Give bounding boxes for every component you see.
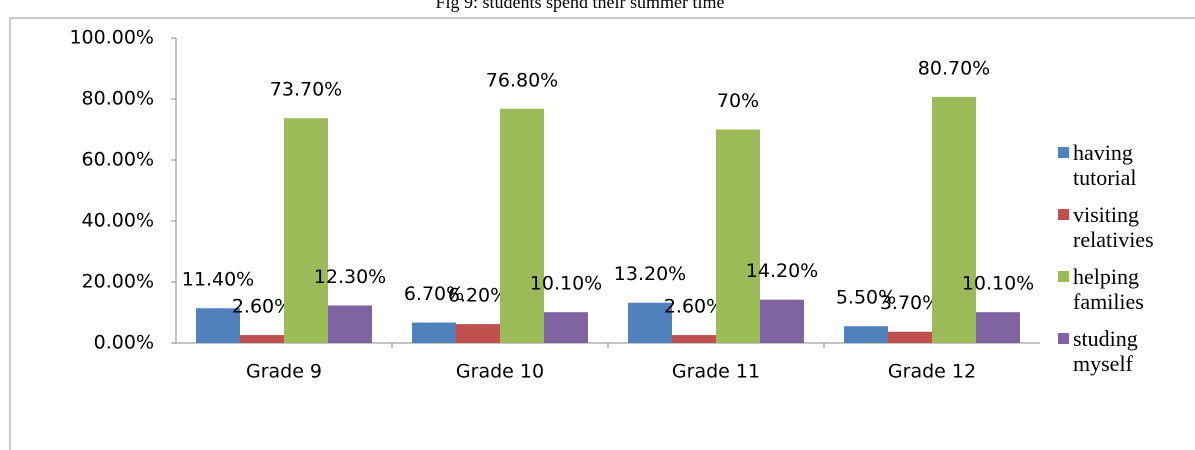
legend-item: visiting relativies	[1058, 202, 1188, 252]
legend-label: helping families	[1073, 264, 1144, 314]
value-label: 12.30%	[314, 266, 386, 288]
y-tick-label: 100.00%	[69, 27, 154, 49]
legend-swatch	[1058, 147, 1069, 158]
bar	[976, 312, 1020, 343]
value-label: 11.40%	[182, 269, 254, 291]
bar	[328, 305, 372, 343]
value-label: 5.50%	[836, 287, 896, 309]
value-label: 13.20%	[614, 263, 686, 285]
x-tick-label: Grade 12	[888, 361, 976, 383]
y-tick-label: 40.00%	[82, 210, 154, 232]
x-tick-label: Grade 11	[672, 361, 760, 383]
legend-swatch	[1058, 209, 1069, 220]
y-tick-label: 0.00%	[94, 332, 154, 354]
legend-item: helping families	[1058, 264, 1188, 314]
value-label: 6.20%	[448, 285, 508, 307]
legend-item: studing myself	[1058, 326, 1188, 376]
value-label: 80.70%	[918, 57, 990, 79]
value-label: 70%	[717, 90, 759, 112]
bar	[456, 324, 500, 343]
y-tick-label: 20.00%	[82, 271, 154, 293]
y-tick-label: 80.00%	[82, 88, 154, 110]
legend-label: visiting relativies	[1073, 202, 1154, 252]
bar	[628, 302, 672, 343]
bar	[544, 312, 588, 343]
legend-label: studing myself	[1073, 326, 1138, 376]
value-label: 10.10%	[530, 273, 602, 295]
value-label: 2.60%	[232, 296, 292, 318]
value-label: 3.70%	[880, 292, 940, 314]
bar	[716, 129, 760, 343]
value-label: 2.60%	[664, 296, 724, 318]
legend-item: having tutorial	[1058, 140, 1188, 190]
x-tick-label: Grade 9	[246, 361, 322, 383]
chart-title: Fig 9: students spend their summer time	[436, 0, 725, 12]
bar	[240, 335, 284, 343]
bar	[412, 322, 456, 343]
bar	[844, 326, 888, 343]
value-label: 73.70%	[270, 79, 342, 101]
value-label: 6.70%	[404, 283, 464, 305]
x-tick-label: Grade 10	[456, 361, 544, 383]
bar	[888, 331, 932, 343]
legend: having tutorial visiting relativies helpin…	[1058, 140, 1188, 388]
value-label: 10.10%	[962, 273, 1034, 295]
legend-swatch	[1058, 333, 1069, 344]
bar	[672, 335, 716, 343]
value-label: 14.20%	[746, 260, 818, 282]
y-tick-label: 60.00%	[82, 149, 154, 171]
bar	[284, 118, 328, 343]
bar	[196, 308, 240, 343]
legend-swatch	[1058, 271, 1069, 282]
bar	[760, 299, 804, 343]
bar	[500, 108, 544, 343]
legend-label: having tutorial	[1073, 140, 1137, 190]
value-label: 76.80%	[486, 69, 558, 91]
bar	[932, 96, 976, 344]
